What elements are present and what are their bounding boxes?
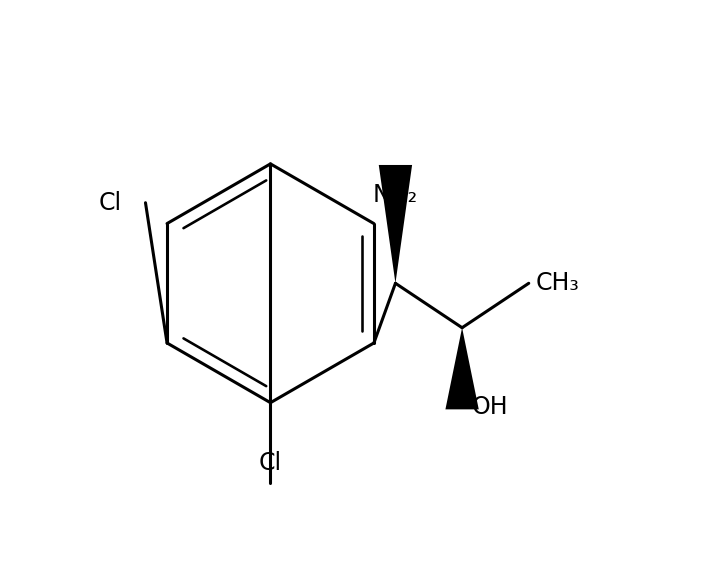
Text: Cl: Cl <box>98 191 121 215</box>
Text: OH: OH <box>472 396 509 420</box>
Polygon shape <box>379 165 412 283</box>
Text: Cl: Cl <box>259 451 282 475</box>
Text: CH₃: CH₃ <box>536 272 579 295</box>
Text: NH₂: NH₂ <box>373 183 418 208</box>
Polygon shape <box>446 328 479 410</box>
